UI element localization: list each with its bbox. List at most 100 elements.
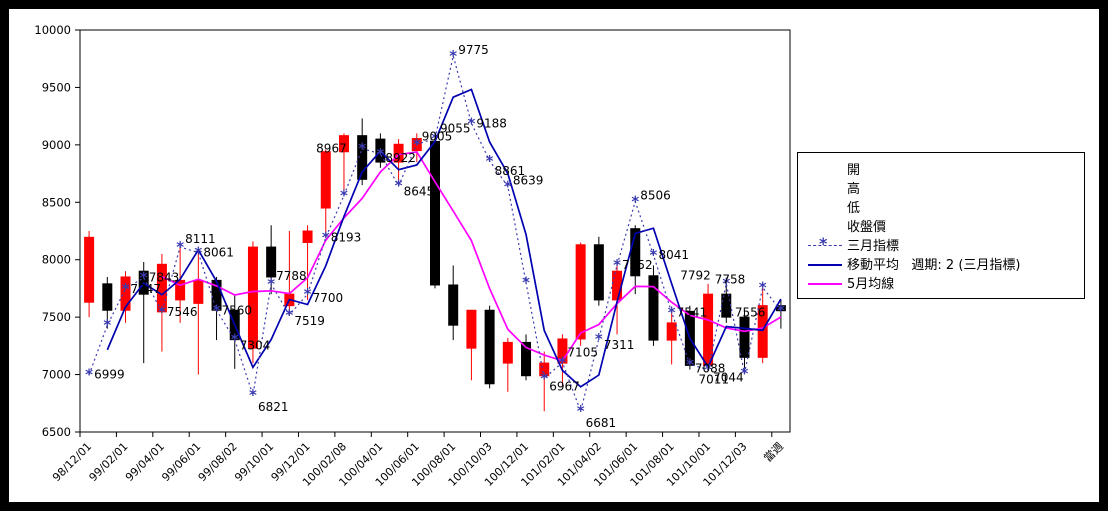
- data-label: 7952: [622, 258, 653, 272]
- candle-body: [247, 246, 258, 349]
- candle-body: [648, 275, 659, 341]
- candle-body: [448, 284, 459, 326]
- data-label: 6821: [258, 400, 289, 414]
- candle-body: [757, 305, 768, 358]
- indicator-marker-icon: *: [358, 140, 366, 158]
- indicator-marker-icon: *: [668, 303, 676, 321]
- x-tick-label: 99/04/01: [123, 440, 167, 484]
- indicator-marker-icon: *: [413, 135, 421, 153]
- legend-label-high: 高: [847, 182, 861, 197]
- data-label: 8061: [203, 246, 234, 260]
- low-swatch: [808, 200, 842, 214]
- candle-body: [666, 322, 677, 341]
- indicator-marker-icon: *: [486, 152, 494, 170]
- indicator-marker-icon: *: [340, 186, 348, 204]
- data-label: 7519: [294, 314, 325, 328]
- y-tick-label: 10000: [34, 23, 71, 37]
- indicator-marker-icon: *: [103, 316, 111, 334]
- candle-body: [575, 244, 586, 340]
- open-swatch: [808, 162, 842, 176]
- candle-body: [102, 283, 113, 311]
- legend-item-close: 收盤價: [808, 216, 1076, 235]
- data-label: 7792: [680, 269, 711, 283]
- data-label: 7088: [695, 361, 726, 375]
- data-label: 9055: [440, 122, 471, 136]
- x-tick-label: 99/10/01: [232, 440, 276, 484]
- indicator-marker-icon: *: [686, 355, 694, 373]
- candle-body: [484, 309, 495, 385]
- indicator-marker-icon: *: [467, 114, 475, 132]
- candle-body: [593, 244, 604, 301]
- indicator-marker-icon: *: [722, 275, 730, 293]
- indicator-line: [88, 55, 782, 414]
- candle-body: [302, 230, 313, 243]
- indicator-marker-icon: *: [285, 306, 293, 324]
- indicator-marker-icon: *: [376, 145, 384, 163]
- indicator-marker-icon: *: [741, 364, 749, 382]
- indicator-marker-icon: *: [140, 269, 148, 287]
- data-label: 6681: [586, 416, 617, 430]
- data-label: 7546: [167, 305, 198, 319]
- indicator-marker-icon: *: [395, 177, 403, 195]
- indicator-marker-icon: *: [304, 285, 312, 303]
- data-label: 7304: [240, 339, 271, 353]
- data-label: 7843: [149, 271, 180, 285]
- indicator-marker-icon: *: [122, 280, 130, 298]
- indicator-marker-icon: *: [431, 130, 439, 148]
- y-tick-label: 9000: [42, 138, 71, 152]
- candle-body: [338, 135, 349, 153]
- data-label: 6999: [94, 368, 125, 382]
- legend-item-indicator: * 三月指標: [808, 233, 1076, 254]
- data-label: 7560: [222, 303, 253, 317]
- indicator-marker-icon: *: [540, 369, 548, 387]
- indicator-marker-icon: *: [595, 330, 603, 348]
- y-tick-label: 9500: [42, 80, 71, 94]
- indicator-marker-icon: *: [631, 193, 639, 211]
- indicator-marker-icon: *: [231, 331, 239, 349]
- candle-body: [120, 276, 131, 311]
- indicator-marker-icon: *: [176, 238, 184, 256]
- indicator-marker-icon: *: [449, 47, 457, 65]
- data-label: 7011: [698, 372, 729, 386]
- plot-area: [79, 29, 791, 433]
- indicator-marker-icon: *: [759, 279, 767, 297]
- data-label: 7541: [677, 305, 708, 319]
- indicator-marker-icon: *: [213, 301, 221, 319]
- x-tick-label: 98/12/01: [50, 440, 94, 484]
- indicator-marker-icon: *: [504, 177, 512, 195]
- x-tick-label: 99/06/01: [159, 440, 203, 484]
- candle-body: [739, 316, 750, 358]
- data-label: 7700: [313, 291, 344, 305]
- data-label: 8861: [495, 164, 526, 178]
- indicator-marker-icon: *: [559, 354, 567, 372]
- y-tick-label: 7000: [42, 368, 71, 382]
- data-label: 8041: [658, 248, 689, 262]
- data-label: 7556: [735, 306, 766, 320]
- candle-body: [357, 135, 368, 180]
- candle-body: [320, 151, 331, 209]
- data-label: 8639: [513, 173, 544, 187]
- legend-item-high: 高: [808, 178, 1076, 197]
- legend-item-moving-average: 移動平均 週期: 2 (三月指標): [808, 254, 1076, 273]
- legend-label-moving-average: 移動平均 週期: 2 (三月指標): [847, 258, 1021, 273]
- indicator-marker-icon: *: [613, 256, 621, 274]
- magenta-line-swatch: [808, 276, 842, 290]
- indicator-marker-icon: *: [194, 244, 202, 262]
- candle-body: [156, 263, 167, 313]
- legend-label-close: 收盤價: [847, 220, 887, 235]
- data-label: 8506: [640, 189, 671, 203]
- data-label: 9775: [458, 43, 489, 57]
- indicator-marker-icon: *: [158, 303, 166, 321]
- chart-legend: 開 高 低 收盤價 * 三月指標 移動平均 週期: 2 (三月指標) 5月均線: [797, 152, 1085, 299]
- y-tick-label: 6500: [42, 425, 71, 439]
- moving-average-line: [106, 88, 782, 388]
- navy-line-swatch: [808, 257, 842, 271]
- y-tick-label: 8500: [42, 195, 71, 209]
- candle-body: [266, 246, 277, 278]
- data-label: 9188: [476, 116, 507, 130]
- indicator-marker-icon: *: [777, 302, 785, 320]
- asterisk-marker-icon: *: [819, 233, 828, 253]
- indicator-marker-icon: *: [322, 229, 330, 247]
